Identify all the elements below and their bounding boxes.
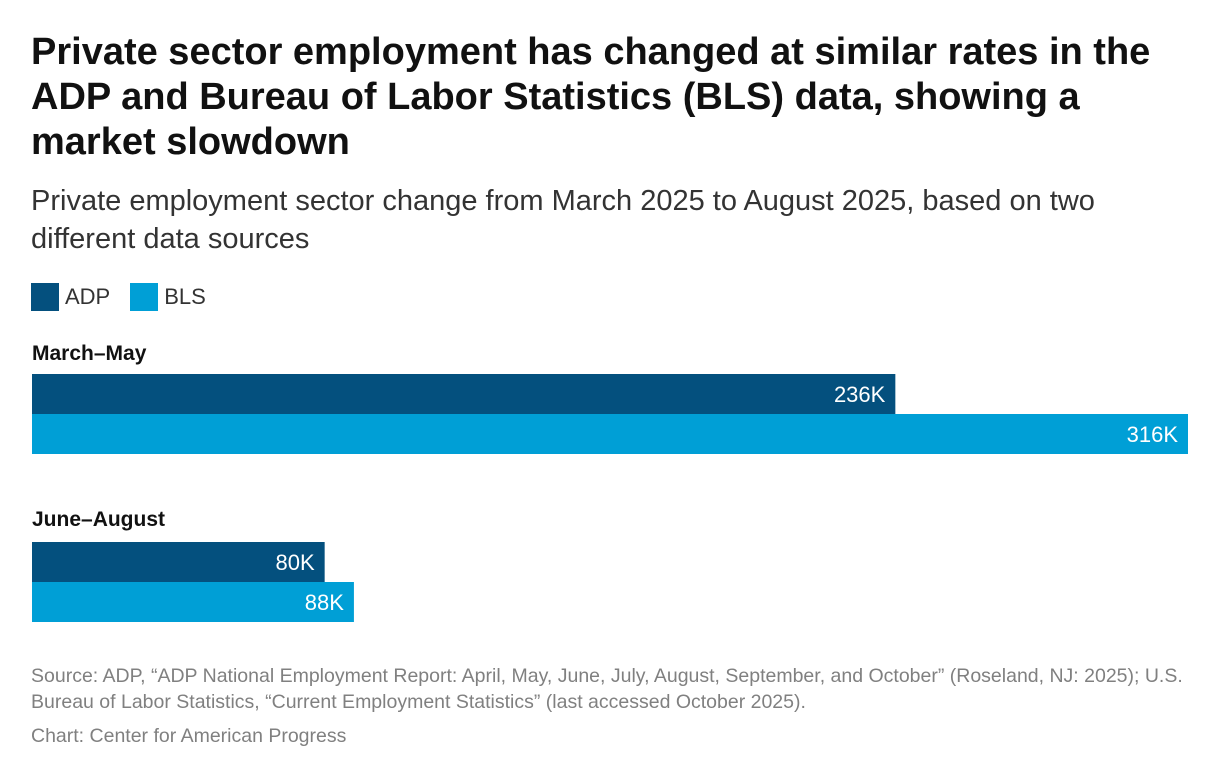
bar-adp: [32, 374, 896, 414]
source-note: Source: ADP, “ADP National Employment Re…: [31, 665, 1183, 713]
legend: ADP BLS: [31, 283, 226, 311]
data-label: 80K: [276, 550, 315, 575]
chart-title: Private sector employment has changed at…: [31, 31, 1151, 163]
chart-credit: Chart: Center for American Progress: [31, 725, 347, 747]
bar-adp: [32, 542, 325, 582]
legend-item-bls: BLS: [130, 283, 206, 311]
category-label: June–August: [32, 508, 165, 531]
bar-bls: [32, 582, 354, 622]
data-label: 316K: [1127, 422, 1179, 447]
bar-chart: March–May 236K 316K June–August 80K 88K: [32, 342, 1188, 622]
legend-item-adp: ADP: [31, 283, 110, 311]
legend-swatch-adp: [31, 283, 59, 311]
data-label: 236K: [834, 382, 886, 407]
legend-label-adp: ADP: [65, 284, 111, 309]
data-label: 88K: [305, 590, 344, 615]
category-label: March–May: [32, 342, 147, 365]
legend-label-bls: BLS: [164, 284, 206, 309]
chart-subtitle: Private employment sector change from Ma…: [31, 185, 1095, 255]
legend-swatch-bls: [130, 283, 159, 311]
bar-bls: [32, 414, 1188, 454]
